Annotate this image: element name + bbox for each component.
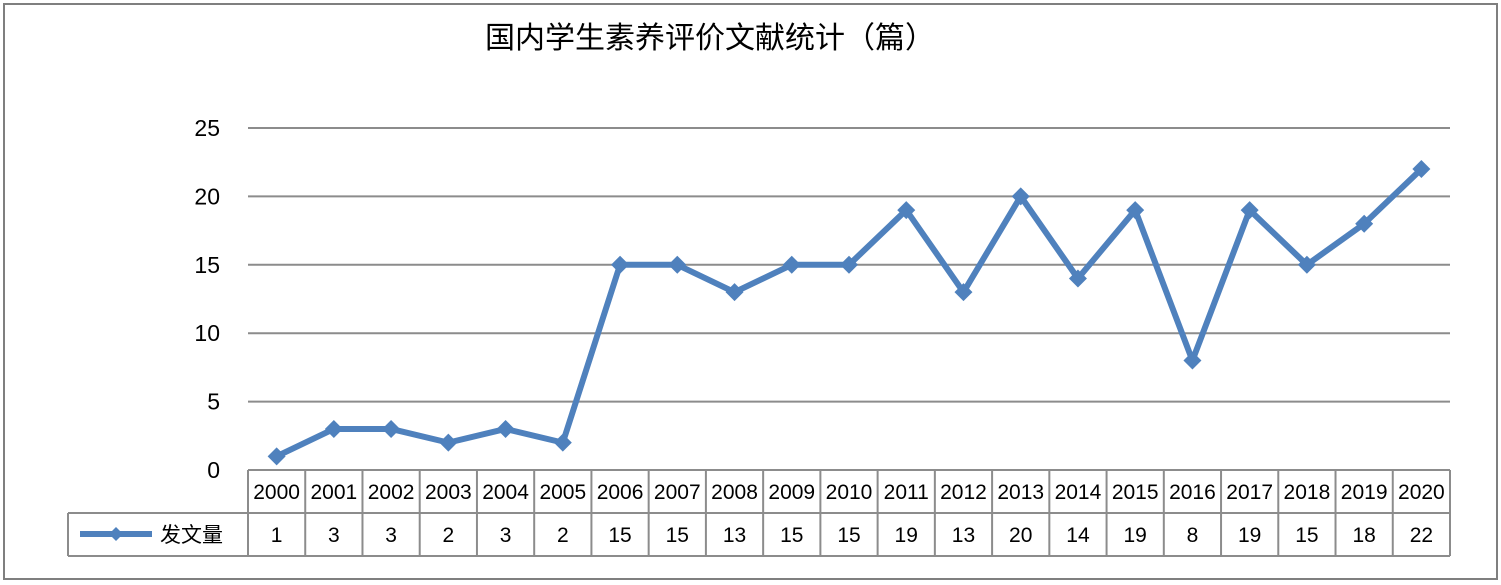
- data-point-marker: [782, 255, 801, 274]
- legend-marker: [109, 527, 123, 541]
- data-point-marker: [1183, 351, 1202, 370]
- data-table-value: 3: [500, 524, 512, 547]
- data-table-value: 8: [1187, 524, 1199, 547]
- data-point-marker: [324, 419, 343, 438]
- data-point-marker: [725, 283, 744, 302]
- data-table-value: 15: [608, 524, 631, 547]
- data-point-marker: [1240, 201, 1259, 220]
- data-point-marker: [1126, 201, 1145, 220]
- x-tick-label: 2019: [1341, 481, 1388, 504]
- data-table-value: 3: [328, 524, 340, 547]
- legend-label: 发文量: [160, 523, 223, 547]
- x-tick-label: 2008: [711, 481, 758, 504]
- x-tick-label: 2012: [940, 481, 987, 504]
- data-point-marker: [1355, 214, 1374, 233]
- data-point-marker: [382, 419, 401, 438]
- data-point-marker: [496, 419, 515, 438]
- data-point-marker: [840, 255, 858, 274]
- y-tick-label: 25: [194, 115, 220, 141]
- data-table-value: 19: [1238, 524, 1261, 547]
- x-tick-label: 2004: [482, 481, 529, 504]
- data-table-value: 2: [557, 524, 569, 547]
- x-tick-label: 2018: [1284, 481, 1331, 504]
- data-table-value: 2: [442, 524, 454, 547]
- data-point-marker: [553, 433, 572, 452]
- grid-lines: [248, 127, 1450, 403]
- data-point-marker: [1297, 255, 1316, 274]
- data-table-value: 1: [271, 524, 283, 547]
- data-table-value: 13: [723, 524, 746, 547]
- x-tick-label: 2015: [1112, 481, 1159, 504]
- x-tick-label: 2006: [597, 481, 644, 504]
- x-tick-label: 2014: [1055, 481, 1102, 504]
- x-tick-label: 2001: [310, 481, 357, 504]
- y-tick-label: 0: [207, 457, 220, 483]
- y-tick-label: 15: [194, 252, 220, 278]
- data-table-value: 19: [895, 524, 918, 547]
- x-tick-label: 2000: [253, 481, 300, 504]
- data-point-marker: [1412, 160, 1431, 179]
- x-tick-label: 2003: [425, 481, 472, 504]
- x-tick-label: 2002: [368, 481, 415, 504]
- x-tick-label: 2013: [997, 481, 1044, 504]
- data-point-marker: [267, 447, 286, 466]
- data-table-value: 19: [1124, 524, 1147, 547]
- y-axis-labels: 0 5 10 15 20 25: [194, 115, 220, 483]
- x-tick-label: 2011: [884, 481, 929, 504]
- data-point-marker: [439, 433, 458, 452]
- data-point-marker: [611, 255, 630, 274]
- chart-border: [3, 3, 1498, 580]
- data-point-marker: [897, 201, 916, 220]
- x-tick-label: 2017: [1226, 481, 1273, 504]
- x-tick-label: 2010: [826, 481, 873, 504]
- data-table: 2000 1 2001 3 2002 3 2003 2 2004 3 2005 2 2006 15 2007…: [67, 469, 1451, 557]
- chart-title: 国内学生素养评价文献统计（篇）: [485, 21, 935, 56]
- data-table-value: 14: [1066, 524, 1090, 547]
- y-tick-label: 20: [194, 183, 220, 209]
- x-tick-label: 2016: [1169, 481, 1216, 504]
- y-tick-label: 5: [207, 389, 220, 415]
- data-table-value: 18: [1352, 524, 1375, 547]
- data-table-value: 15: [837, 524, 860, 547]
- data-point-marker: [1011, 187, 1030, 206]
- x-tick-label: 2005: [539, 481, 586, 504]
- data-point-marker: [954, 283, 973, 302]
- data-point-marker: [668, 255, 687, 274]
- data-table-value: 15: [780, 524, 803, 547]
- data-table-value: 3: [385, 524, 397, 547]
- data-point-marker: [1068, 269, 1087, 288]
- data-table-value: 15: [1295, 524, 1318, 547]
- x-tick-label: 2020: [1398, 481, 1445, 504]
- x-tick-label: 2009: [768, 481, 815, 504]
- data-table-value: 20: [1009, 524, 1032, 547]
- y-tick-label: 10: [194, 320, 220, 346]
- series-layer: [267, 160, 1431, 466]
- data-table-value: 15: [666, 524, 689, 547]
- data-table-value: 13: [952, 524, 975, 547]
- data-table-value: 22: [1410, 524, 1433, 547]
- x-tick-label: 2007: [654, 481, 701, 504]
